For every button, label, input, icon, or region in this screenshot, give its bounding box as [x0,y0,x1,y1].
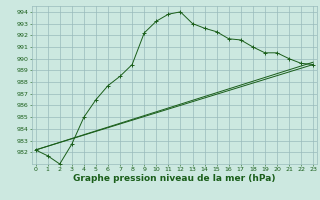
X-axis label: Graphe pression niveau de la mer (hPa): Graphe pression niveau de la mer (hPa) [73,174,276,183]
